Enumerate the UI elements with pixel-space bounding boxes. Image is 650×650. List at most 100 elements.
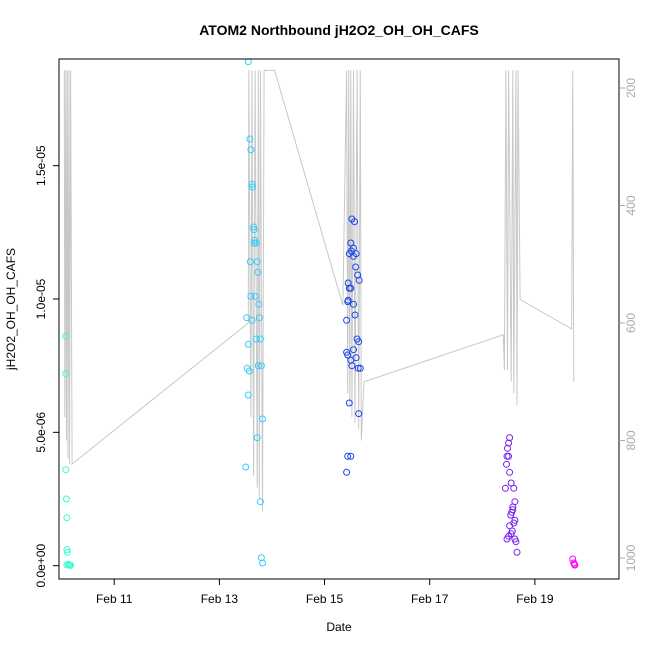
data-point: [343, 468, 351, 476]
data-point: [62, 370, 70, 378]
data-point: [246, 135, 254, 143]
data-point: [248, 180, 256, 188]
data-point: [244, 340, 252, 348]
data-point: [242, 463, 250, 471]
data-point: [350, 300, 357, 308]
y-axis-title: jH2O2_OH_OH_CAFS: [4, 248, 18, 371]
data-point: [62, 495, 70, 503]
data-point: [63, 546, 71, 554]
data-point: [259, 415, 266, 423]
data-point: [509, 506, 517, 514]
data-point: [510, 484, 518, 492]
data-point: [257, 362, 265, 370]
data-point: [505, 452, 513, 460]
data-point: [355, 276, 363, 284]
data-point: [505, 439, 513, 447]
y2-tick-label: 1000: [624, 544, 638, 571]
data-point: [351, 218, 358, 226]
y-tick-label: 1.5e-05: [34, 145, 48, 186]
x-tick-label: Feb 19: [516, 592, 554, 606]
x-axis-title: Date: [326, 620, 352, 634]
data-point: [252, 239, 260, 247]
data-point: [345, 399, 353, 407]
data-point: [62, 332, 70, 340]
data-point: [257, 554, 265, 562]
data-point: [259, 559, 266, 567]
data-point: [509, 503, 517, 511]
y-tick-label: 5.0e-06: [34, 412, 48, 453]
data-point: [504, 444, 511, 452]
data-point: [247, 146, 255, 154]
x-axis: Feb 11 Feb 13 Feb 15 Feb 17 Feb 19: [96, 579, 554, 606]
data-point: [355, 410, 363, 418]
data-point: [344, 296, 352, 304]
data-point: [350, 346, 357, 354]
data-point: [352, 354, 360, 362]
data-point: [503, 460, 510, 468]
chart-title: ATOM2 Northbound jH2O2_OH_OH_CAFS: [199, 22, 479, 38]
data-point: [347, 284, 355, 292]
data-point: [351, 311, 359, 319]
data-point: [253, 434, 261, 442]
data-point: [571, 561, 579, 569]
data-point: [347, 452, 355, 460]
data-point: [251, 292, 259, 300]
data-point: [63, 561, 71, 569]
data-point: [254, 268, 262, 276]
data-point: [511, 516, 519, 524]
data-points: [62, 58, 579, 569]
data-point: [513, 548, 521, 556]
x-tick-label: Feb 15: [306, 592, 344, 606]
x-tick-label: Feb 13: [201, 592, 239, 606]
data-point: [67, 561, 75, 569]
data-point: [248, 316, 256, 324]
data-point: [252, 335, 260, 343]
data-point: [352, 263, 360, 271]
data-point: [503, 535, 511, 543]
data-point: [247, 292, 255, 300]
data-point: [255, 314, 263, 322]
data-point: [255, 300, 263, 308]
right-pressure-axis: 200 400 600 800 1000: [619, 78, 638, 571]
data-point: [506, 522, 514, 530]
data-point: [244, 391, 252, 399]
data-point: [512, 538, 520, 546]
data-point: [354, 364, 362, 372]
data-point: [343, 316, 351, 324]
data-point: [254, 362, 262, 370]
x-tick-label: Feb 17: [411, 592, 449, 606]
y2-tick-label: 400: [624, 195, 638, 215]
data-point: [244, 58, 252, 66]
data-point: [506, 468, 514, 476]
data-point: [250, 223, 258, 231]
data-point: [256, 498, 264, 506]
data-point: [253, 258, 261, 266]
pressure-trace: [63, 69, 575, 512]
y-axis: 0.0e+00 5.0e-06 1.0e-05 1.5e-05: [34, 145, 59, 588]
data-point: [246, 258, 254, 266]
data-point: [62, 466, 70, 474]
data-point: [63, 548, 71, 556]
y-tick-label: 1.0e-05: [34, 278, 48, 319]
data-point: [347, 239, 355, 247]
y2-tick-label: 200: [624, 78, 638, 98]
data-point: [250, 239, 258, 247]
pressure-line: [63, 69, 575, 512]
y-tick-label: 0.0e+00: [34, 544, 48, 588]
data-point: [506, 434, 514, 442]
x-tick-label: Feb 11: [96, 592, 133, 606]
data-point: [350, 252, 357, 260]
data-point: [355, 338, 363, 346]
data-point: [501, 484, 509, 492]
data-point: [249, 183, 256, 191]
data-point: [256, 335, 264, 343]
data-point: [344, 452, 352, 460]
plot-frame: [58, 58, 620, 580]
data-point: [344, 351, 352, 359]
data-point: [348, 362, 356, 370]
data-point: [356, 364, 364, 372]
y2-tick-label: 800: [624, 430, 638, 450]
data-point: [250, 226, 258, 234]
data-point: [63, 514, 71, 522]
